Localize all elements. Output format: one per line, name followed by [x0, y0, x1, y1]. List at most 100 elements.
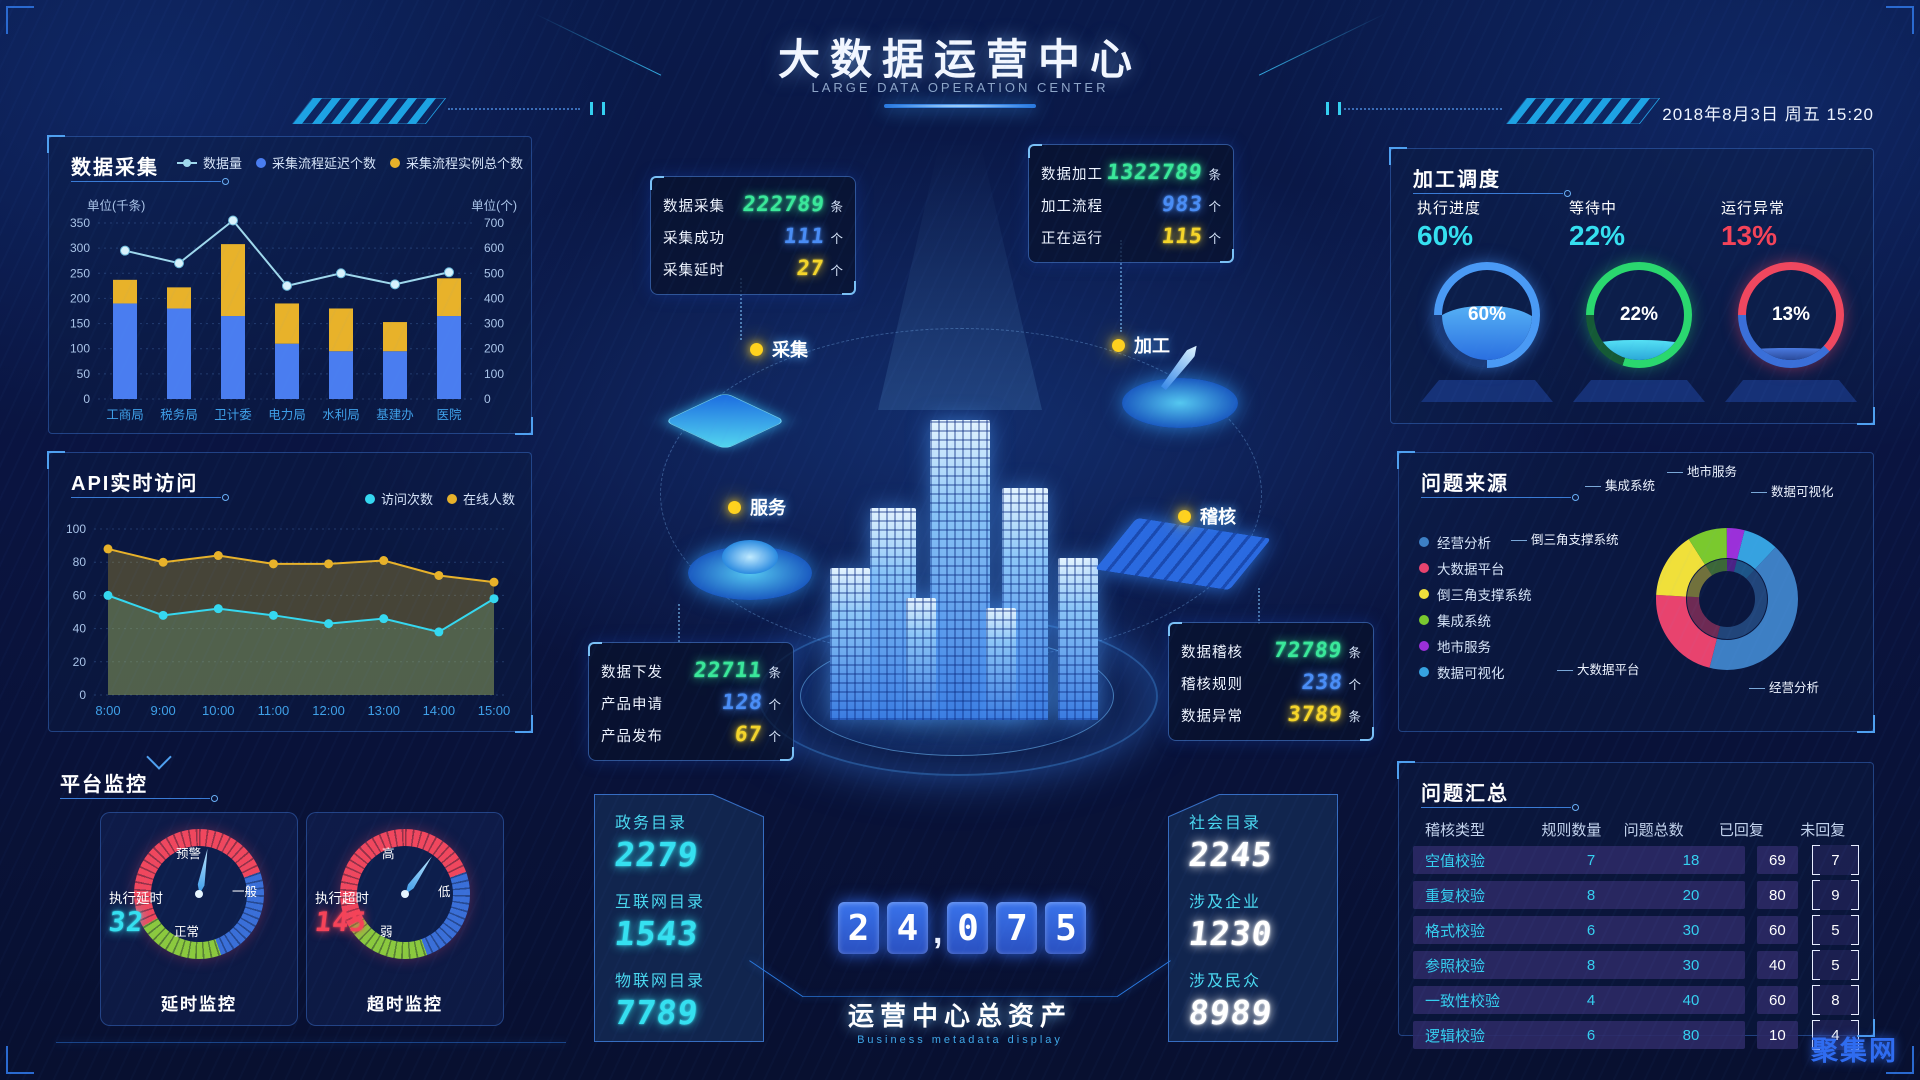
stat-value-digits: 22711	[692, 658, 764, 682]
cell-audit-type: 空值校验	[1425, 852, 1486, 870]
hazard-stripes-left	[291, 98, 447, 124]
corner-decoration	[1886, 6, 1914, 34]
catalog-row: 社会目录 2245	[1187, 809, 1337, 874]
collect-combo-chart: 0 0 50 100 100 200 150 300 200 400 250 500 300 600 350…	[70, 215, 504, 422]
cell-problem-count: 40	[1682, 991, 1700, 1009]
sched-gauge-fill	[1442, 306, 1532, 360]
stat-value-digits: 111	[782, 224, 826, 248]
legend-item[interactable]: 采集流程实例总个数	[389, 153, 523, 172]
table-row: 重复校验 8 20 80 9	[1413, 880, 1860, 910]
svg-text:100: 100	[66, 522, 86, 536]
sched-gauge-percent: 13%	[1721, 220, 1778, 251]
svg-text:卫计委: 卫计委	[214, 408, 252, 422]
cell-rule-count: 8	[1586, 956, 1596, 974]
column-header: 稽核类型	[1425, 822, 1486, 839]
gauge-zone-label: 正常	[174, 925, 200, 939]
svg-text:80: 80	[73, 555, 87, 569]
stat-unit: 个	[768, 698, 781, 712]
gauge-info: 执行延时 32	[107, 887, 163, 938]
node-label: 加工	[1134, 336, 1170, 356]
stat-label: 加工流程	[1041, 199, 1103, 215]
node-label: 稽核	[1200, 507, 1236, 527]
stat-row: 稽核规则 238 个	[1181, 670, 1361, 695]
catalog-label: 涉及企业	[1189, 894, 1262, 911]
chevron-down-icon[interactable]	[146, 744, 172, 770]
stat-unit: 个	[830, 232, 843, 246]
row-group: 参照校验 8 30	[1413, 951, 1745, 979]
stat-value-digits: 72789	[1272, 638, 1344, 662]
catalog-value: 2279	[612, 835, 701, 874]
legend-label: 数据可视化	[1437, 666, 1505, 681]
total-asset-sublabel: Business metadata display	[857, 1034, 1063, 1046]
cell-problem-count: 30	[1682, 921, 1700, 939]
svg-text:基建办: 基建办	[376, 407, 414, 422]
city-tower	[986, 608, 1016, 720]
stat-value: 1322789	[1105, 160, 1203, 185]
title-underline	[71, 178, 229, 185]
page-title: 大数据运营中心	[777, 36, 1142, 83]
gauge-zone-label: 预警	[176, 847, 202, 861]
pie-callout-label: 倒三角支撑系统	[1511, 529, 1619, 548]
stat-row: 数据稽核 72789 条	[1181, 638, 1361, 663]
sched-gauge: 执行进度 60% 60%	[1417, 197, 1557, 402]
corner-decoration	[6, 6, 34, 34]
stat-value: 3789	[1247, 702, 1344, 727]
column-header: 已回复	[1718, 822, 1764, 839]
row-group: 重复校验 8 20	[1413, 881, 1745, 909]
legend-item[interactable]: 地市服务	[1419, 633, 1532, 659]
panel-title-scheduling: 加工调度	[1413, 169, 1501, 191]
stat-label: 数据加工	[1041, 167, 1103, 183]
stat-value-digits: 983	[1160, 192, 1204, 216]
legend-item[interactable]: 倒三角支撑系统	[1419, 581, 1532, 607]
catalog-label: 社会目录	[1189, 815, 1262, 832]
legend-item[interactable]: 经营分析	[1419, 529, 1532, 555]
stat-value-digits: 222789	[741, 192, 826, 216]
catalog-row: 物联网目录 7789	[613, 967, 763, 1032]
stat-label: 数据采集	[663, 199, 725, 215]
pie-callout-label: 地市服务	[1667, 461, 1737, 480]
stat-label: 产品发布	[601, 729, 663, 745]
stat-unit: 个	[1208, 200, 1221, 214]
total-asset-digit: 7	[996, 902, 1038, 954]
table-row: 空值校验 7 18 69 7	[1413, 845, 1860, 875]
sched-gauge-label: 等待中	[1569, 200, 1618, 217]
legend-item[interactable]: 访问次数	[364, 489, 433, 508]
svg-text:电力局: 电力局	[268, 408, 306, 422]
row-group: 格式校验 6 30	[1413, 916, 1745, 944]
svg-text:20: 20	[73, 655, 87, 669]
gauge-pivot	[195, 890, 203, 898]
legend-item[interactable]: 大数据平台	[1419, 555, 1532, 581]
legend-item[interactable]: 在线人数	[446, 489, 515, 508]
stat-value: 22711	[667, 658, 764, 683]
stat-row: 产品申请 128 个	[601, 690, 781, 715]
svg-text:10:00: 10:00	[202, 703, 235, 718]
section-title-platform: 平台监控	[60, 774, 148, 796]
cell-unreplied: 5	[1811, 950, 1860, 980]
connector-line	[678, 604, 680, 642]
svg-text:100: 100	[70, 342, 90, 356]
watermark: 聚集网	[1811, 1036, 1898, 1066]
dot-marker-icon	[1419, 667, 1429, 677]
stat-unit: 个	[830, 264, 843, 278]
gauge-ring: 高低弱	[340, 829, 470, 959]
svg-text:医院: 医院	[436, 408, 462, 422]
legend-label: 倒三角支撑系统	[1437, 588, 1532, 603]
legend-label: 采集流程实例总个数	[405, 156, 523, 171]
legend-label: 访问次数	[380, 492, 433, 507]
stat-unit: 条	[768, 666, 781, 680]
svg-text:50: 50	[77, 367, 91, 381]
legend-item[interactable]: 数据可视化	[1419, 659, 1532, 685]
stat-row: 数据采集 222789 条	[663, 192, 843, 217]
sched-gauge-inner-percent: 60%	[1467, 304, 1507, 325]
stat-value-digits: 3789	[1286, 702, 1344, 726]
legend-item[interactable]: 采集流程延迟个数	[255, 153, 376, 172]
legend-item[interactable]: 数据量	[176, 153, 242, 172]
tray-line	[1117, 960, 1171, 997]
cell-replied: 60	[1757, 916, 1798, 944]
title-underline	[60, 795, 218, 802]
panel-title-api: API实时访问	[71, 473, 199, 495]
tray-line	[802, 996, 1118, 997]
stat-label: 采集延时	[663, 263, 725, 279]
legend-item[interactable]: 集成系统	[1419, 607, 1532, 633]
